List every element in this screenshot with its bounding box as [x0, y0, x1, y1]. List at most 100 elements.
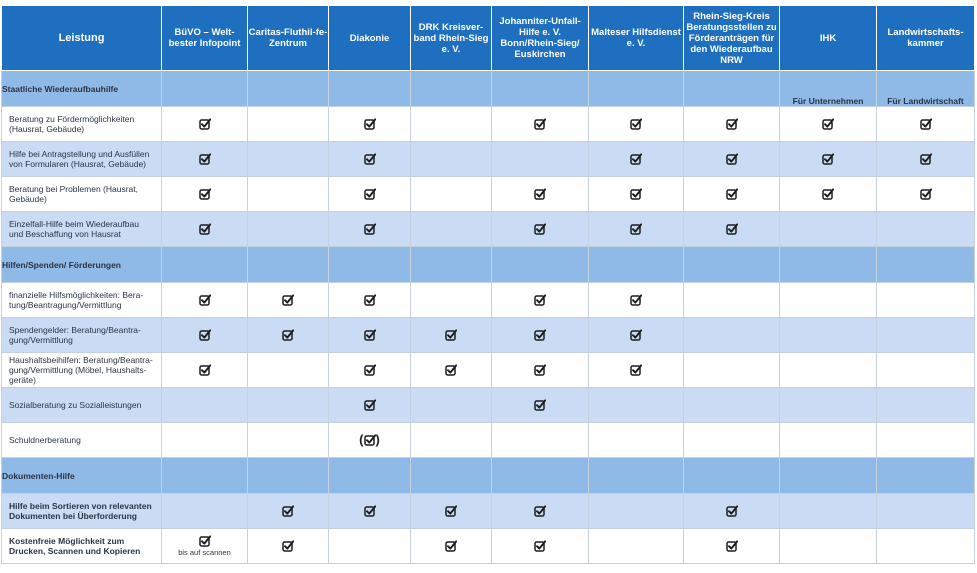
- table-cell: [410, 493, 492, 529]
- table-cell: [876, 317, 975, 353]
- table-cell: [328, 317, 411, 353]
- table-cell: [683, 141, 780, 177]
- checkbox-check-icon: [363, 364, 376, 376]
- table-cell: [683, 317, 780, 353]
- section-note: [161, 246, 248, 283]
- checkbox-check-icon: [919, 118, 932, 130]
- table-row: Spendengelder: Beratung/Beantra-gung/Ver…: [1, 317, 975, 353]
- table-cell: [410, 317, 492, 353]
- service-label: Beratung bei Problemen (Hausrat, Gebäude…: [1, 176, 162, 212]
- table-cell: [410, 352, 492, 388]
- checkbox-check-icon: [725, 505, 738, 517]
- table-cell: [410, 141, 492, 177]
- service-label: Haushaltsbeihilfen: Beratung/Beantra-gun…: [1, 352, 162, 388]
- checkbox-check-icon: [363, 118, 376, 130]
- table-cell: [161, 176, 248, 212]
- column-header-landwirtschaftskammer: Landwirtschafts-kammer: [876, 5, 975, 71]
- section-note: [161, 70, 248, 107]
- column-header-johanniter: Johanniter-Unfall-Hilfe e. V. Bonn/Rhein…: [491, 5, 589, 71]
- table-cell: [779, 176, 877, 212]
- table-cell: [683, 106, 780, 142]
- table-cell: [588, 282, 684, 318]
- checkbox-check-icon: [363, 505, 376, 517]
- table-cell: [161, 317, 248, 353]
- table-cell: [491, 352, 589, 388]
- table-row: Haushaltsbeihilfen: Beratung/Beantra-gun…: [1, 352, 975, 388]
- table-cell: [779, 106, 877, 142]
- section-note: [328, 70, 411, 107]
- section-note: [588, 457, 684, 494]
- table-cell: [247, 352, 329, 388]
- table-cell: [491, 141, 589, 177]
- table-cell: [779, 282, 877, 318]
- section-note: [161, 457, 248, 494]
- cell-note: bis auf scannen: [178, 547, 231, 557]
- column-header-diakonie: Diakonie: [328, 5, 411, 71]
- table-cell: [588, 106, 684, 142]
- checkbox-check-icon: [630, 118, 642, 130]
- section-note: [491, 246, 589, 283]
- checkbox-check-icon: [445, 505, 457, 517]
- service-label: Sozialberatung zu Sozialleistungen: [1, 387, 162, 423]
- table-cell: [328, 352, 411, 388]
- table-cell: [161, 106, 248, 142]
- table-cell: [247, 317, 329, 353]
- checkbox-check-icon: [534, 399, 546, 411]
- service-label: Beratung zu Fördermöglichkeiten (Hausrat…: [1, 106, 162, 142]
- table-cell: [876, 493, 975, 529]
- table-cell: [161, 493, 248, 529]
- checkbox-check-icon: [198, 188, 211, 200]
- section-note: [328, 457, 411, 494]
- section-header-row: Staatliche Wiederaufbauhilfe Für Unterneh…: [1, 70, 975, 107]
- column-header-malteser: Malteser Hilfsdienst e. V.: [588, 5, 684, 71]
- checkbox-check-icon: [725, 118, 738, 130]
- table-cell: [161, 352, 248, 388]
- checkbox-check-icon: [725, 153, 738, 165]
- column-header-caritas: Caritas-Fluthil-fe-Zentrum: [247, 5, 329, 71]
- table-cell: [247, 528, 329, 564]
- table-cell: [683, 176, 780, 212]
- checkbox-check-icon: [198, 153, 211, 165]
- section-note: [683, 246, 780, 283]
- table-cell: [588, 422, 684, 458]
- table-cell: [779, 352, 877, 388]
- checkbox-check-icon: [282, 329, 294, 341]
- table-cell: [161, 387, 248, 423]
- table-cell: [588, 493, 684, 529]
- column-header-leistung: Leistung: [1, 5, 162, 71]
- section-note: [683, 457, 780, 494]
- table-cell: [161, 282, 248, 318]
- service-label: Schuldnerberatung: [1, 422, 162, 458]
- section-note: [588, 70, 684, 107]
- table-row: finanzielle Hilfsmöglichkeiten: Bera-tun…: [1, 282, 975, 318]
- checkbox-check-icon: [534, 540, 546, 552]
- checkbox-check-icon: [725, 188, 738, 200]
- table-cell: [328, 141, 411, 177]
- table-cell: [876, 352, 975, 388]
- section-note: [683, 70, 780, 107]
- section-note: [410, 457, 492, 494]
- table-row: Beratung zu Fördermöglichkeiten (Hausrat…: [1, 106, 975, 142]
- table-row: Schuldnerberatung (): [1, 422, 975, 458]
- table-cell: [779, 317, 877, 353]
- checkbox-check-icon: [363, 188, 376, 200]
- table-cell: [876, 141, 975, 177]
- table-body: Staatliche Wiederaufbauhilfe Für Unterneh…: [1, 70, 975, 564]
- table-cell: [161, 141, 248, 177]
- service-label: Einzelfall-Hilfe beim Wiederaufbau und B…: [1, 211, 162, 247]
- section-note: [491, 457, 589, 494]
- checkbox-check-icon: [282, 294, 294, 306]
- table-cell: [491, 387, 589, 423]
- section-note: [876, 457, 975, 494]
- table-cell: [779, 528, 877, 564]
- section-header-row: Hilfen/Spenden/ Förderungen: [1, 246, 975, 283]
- checkbox-check-icon: [534, 364, 546, 376]
- table-row: Hilfe bei Antragstellung und Ausfüllen v…: [1, 141, 975, 177]
- table-cell: (): [328, 422, 411, 458]
- table-cell: [247, 422, 329, 458]
- checkbox-check-icon: [534, 118, 546, 130]
- table-cell: [683, 528, 780, 564]
- table-cell: [491, 106, 589, 142]
- section-note: [779, 457, 877, 494]
- table-cell: [876, 211, 975, 247]
